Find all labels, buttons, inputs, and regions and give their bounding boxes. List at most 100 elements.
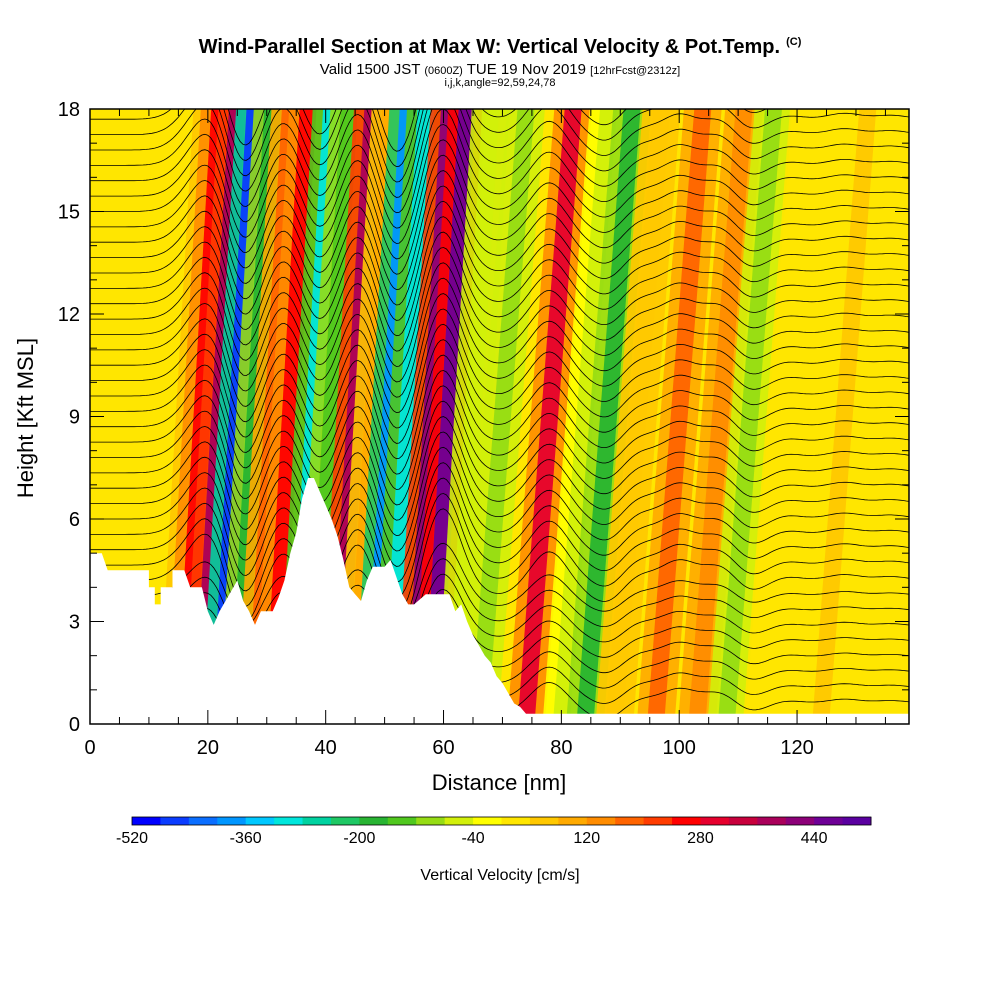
x-tick-label: 0	[84, 737, 95, 759]
valid-time-utc: (0600Z)	[424, 65, 463, 77]
chart-title: Wind-Parallel Section at Max W: Vertical…	[0, 36, 1000, 59]
colorbar-swatch	[757, 817, 787, 825]
colorbar-swatch	[558, 817, 588, 825]
isentrope-line	[90, 293, 909, 414]
x-tick-label: 80	[550, 737, 572, 759]
isentrope-line	[90, 200, 909, 321]
terrain-mask	[90, 478, 909, 724]
colorbar-swatch	[132, 817, 161, 825]
isentrope-line	[90, 400, 909, 521]
colorbar-tick-label: 440	[801, 830, 828, 847]
isentrope-line	[90, 477, 909, 598]
isentrope-line	[90, 416, 909, 537]
velocity-band-core	[605, 109, 671, 724]
isentrope-line	[90, 493, 909, 613]
isentrope-line	[90, 323, 909, 444]
x-tick-label: 20	[197, 737, 219, 759]
terrain-fill	[90, 478, 909, 724]
colorbar-swatch	[785, 817, 815, 825]
colorbar-swatch	[302, 817, 332, 825]
y-tick-label: 6	[69, 509, 80, 531]
isentrope-line	[90, 277, 909, 398]
y-tick-label: 18	[58, 99, 80, 121]
isentrope-line	[90, 385, 909, 506]
isentrope-line	[90, 216, 909, 337]
colorbar-label: Vertical Velocity [cm/s]	[420, 867, 579, 884]
colorbar-swatch	[529, 817, 559, 825]
colorbar-swatch	[330, 817, 360, 825]
isentrope-line	[90, 308, 909, 429]
colorbar-tick-label: 120	[573, 830, 600, 847]
forecast-info: [12hrFcst@2312z]	[590, 65, 681, 77]
velocity-band-core	[647, 109, 712, 724]
isentrope-line	[90, 124, 909, 244]
colorbar-swatch	[444, 817, 474, 825]
colorbar-tick-label: -520	[116, 830, 148, 847]
velocity-band-core	[753, 109, 818, 724]
isentrope-line	[90, 109, 909, 214]
isentrope-line	[90, 170, 909, 291]
y-axis-label: Height [Kft MSL]	[13, 338, 38, 498]
x-tick-label: 120	[780, 737, 813, 759]
y-tick-label: 0	[69, 714, 80, 736]
velocity-band	[848, 109, 909, 724]
colorbar-swatch	[416, 817, 446, 825]
isentrope-line	[90, 339, 909, 460]
x-tick-label: 40	[315, 737, 337, 759]
y-tick-label: 3	[69, 612, 80, 634]
colorbar-swatch	[615, 817, 645, 825]
isentrope-line	[90, 462, 909, 583]
valid-date: TUE 19 Nov 2019	[466, 61, 586, 78]
x-axis-label: Distance [nm]	[432, 770, 567, 795]
colorbar-swatch	[814, 817, 844, 825]
section-indices: i,j,k,angle=92,59,24,78	[444, 77, 556, 89]
colorbar-swatch	[387, 817, 417, 825]
isentrope-line	[90, 109, 909, 198]
y-tick-label: 15	[58, 202, 80, 224]
valid-time: Valid 1500 JST	[319, 61, 421, 78]
velocity-band-core	[517, 109, 582, 724]
colorbar-swatch	[274, 817, 304, 825]
velocity-band-core	[812, 109, 877, 724]
isentrope-line	[90, 370, 909, 490]
isentrope-line	[227, 109, 767, 152]
isentrope-line	[90, 431, 909, 552]
x-axis: 0 20 40 60 80 100 120	[84, 109, 886, 759]
isentrope-line	[90, 154, 909, 275]
colorbar-tick-label: 280	[687, 830, 714, 847]
x-tick-label: 100	[663, 737, 696, 759]
colorbar-swatch	[643, 817, 673, 825]
x-tick-label: 60	[432, 737, 454, 759]
title-mark: (C)	[786, 36, 802, 49]
velocity-band-core	[446, 109, 500, 724]
isentrope-line	[90, 109, 909, 229]
y-tick-label: 9	[69, 407, 80, 429]
chart-subtitle: Valid 1500 JST (0600Z) TUE 19 Nov 2019 […	[0, 61, 1000, 78]
y-tick-label: 12	[58, 304, 80, 326]
colorbar: -520 -360 -200 -40 120 280 440	[116, 816, 872, 847]
colorbar-swatch	[700, 817, 730, 825]
colorbar-swatch	[217, 817, 247, 825]
isentrope-line	[90, 508, 909, 629]
velocity-band-core	[859, 109, 909, 724]
velocity-band-core	[470, 109, 535, 724]
isentrope-line	[90, 354, 909, 475]
colorbar-frame	[131, 816, 872, 826]
colorbar-swatch	[501, 817, 531, 825]
colorbar-swatch	[586, 817, 616, 825]
colorbar-swatch	[473, 817, 502, 825]
colorbar-swatch	[160, 817, 190, 825]
colorbar-swatch	[359, 817, 389, 825]
velocity-band-core	[423, 109, 476, 724]
isentrope-line	[90, 262, 909, 383]
y-axis: 0 3 6 9 12 15 18	[58, 99, 909, 736]
colorbar-tick-label: -200	[343, 830, 375, 847]
isentrope-line	[90, 231, 909, 352]
isentrope-line	[90, 446, 909, 567]
isentrope-line	[90, 109, 909, 168]
colorbar-tick-label: -40	[462, 830, 485, 847]
colorbar-swatch	[672, 817, 701, 825]
isentrope-line	[90, 109, 909, 183]
colorbar-swatch	[188, 817, 218, 825]
